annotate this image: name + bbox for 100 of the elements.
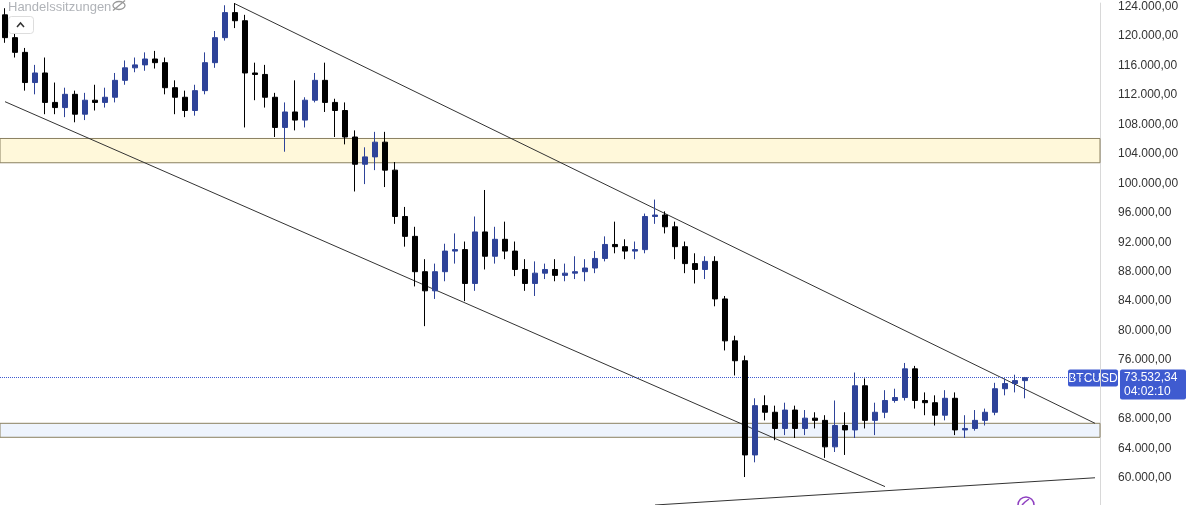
y-tick-label: 92.000,00 (1118, 234, 1172, 249)
candlestick (702, 255, 708, 280)
candlestick (492, 226, 498, 265)
candlestick (692, 252, 698, 284)
candlestick (862, 377, 868, 429)
candlestick (1012, 374, 1018, 393)
candlestick (42, 57, 48, 115)
candlestick (132, 57, 138, 73)
candlestick (272, 92, 278, 138)
y-tick-label: 108.000,00 (1118, 116, 1179, 131)
candlestick (32, 64, 38, 95)
candlestick (632, 241, 638, 260)
candlestick (162, 57, 168, 95)
candlestick (602, 235, 608, 262)
candlestick (352, 129, 358, 192)
candlestick (202, 51, 208, 95)
candlestick (222, 4, 228, 42)
candlestick (832, 399, 838, 453)
candlestick (562, 263, 568, 282)
candlestick (142, 51, 148, 72)
y-tick-label: 100.000,00 (1118, 175, 1179, 190)
candlestick (932, 394, 938, 427)
y-tick-label: 84.000,00 (1118, 293, 1172, 308)
candlestick (52, 82, 58, 115)
candlestick (782, 402, 788, 436)
candlestick (952, 391, 958, 436)
candlestick (742, 355, 748, 478)
candlestick (102, 87, 108, 109)
candlestick (362, 146, 368, 185)
candlestick (172, 79, 178, 115)
candlestick (1022, 376, 1028, 399)
candlestick (752, 397, 758, 463)
candlestick (962, 414, 968, 439)
candlestick (392, 161, 398, 225)
y-tick-label: 64.000,00 (1118, 440, 1172, 455)
candlestick (872, 402, 878, 436)
candlestick (802, 409, 808, 436)
y-tick-label: 116.000,00 (1118, 57, 1178, 72)
candlestick (972, 409, 978, 432)
candlestick (262, 64, 268, 109)
candlestick (552, 258, 558, 282)
candlestick (282, 101, 288, 153)
candlestick (342, 101, 348, 145)
candlestick (822, 414, 828, 459)
candlestick (792, 405, 798, 439)
y-tick-label: 124.000,00 (1118, 0, 1179, 13)
candlestick (852, 372, 858, 439)
candlestick (372, 131, 378, 171)
y-tick-label: 104.000,00 (1118, 146, 1179, 161)
y-tick-label: 88.000,00 (1118, 263, 1172, 278)
candlestick (942, 389, 948, 421)
text: 04:02:10 (1124, 384, 1172, 399)
candlestick (312, 72, 318, 103)
candlestick (672, 221, 678, 260)
annotation: Handelssitzungen (8, 0, 112, 14)
candlestick (522, 258, 528, 292)
candlestick (612, 221, 618, 254)
candlestick (982, 408, 988, 427)
candlestick (582, 258, 588, 282)
y-tick-label: 112.000,00 (1118, 87, 1178, 102)
candlestick (722, 295, 728, 351)
y-tick-label: 76.000,00 (1118, 352, 1172, 367)
candlestick (402, 206, 408, 248)
candlestick (772, 405, 778, 441)
candlestick (512, 241, 518, 277)
candlestick (422, 258, 428, 327)
candlestick (452, 232, 458, 265)
y-tick-label: 68.000,00 (1118, 411, 1172, 426)
candlestick (232, 2, 238, 29)
y-tick-label: 96.000,00 (1118, 205, 1172, 220)
candlestick (482, 189, 488, 270)
candlestick (442, 243, 448, 282)
candlestick (92, 84, 98, 112)
candlestick (252, 62, 258, 101)
candlestick (892, 388, 898, 404)
candlestick (182, 90, 188, 118)
candlestick (572, 255, 578, 280)
ref-line-label: 73.532,34 (1124, 370, 1178, 385)
candlestick (542, 263, 548, 280)
candlestick (82, 92, 88, 121)
candlestick (912, 365, 918, 410)
candlestick (62, 87, 68, 118)
candlestick (72, 90, 78, 123)
candlestick (1002, 377, 1008, 396)
candlestick (622, 238, 628, 260)
candlestick (662, 210, 668, 234)
candlestick (842, 411, 848, 456)
candlestick (122, 59, 128, 86)
candlestick (302, 96, 308, 128)
candlestick (322, 62, 328, 113)
candlestick (592, 250, 598, 274)
candlestick (682, 241, 688, 274)
candlestick (812, 411, 818, 429)
candlestick (22, 47, 28, 92)
y-tick-label: 80.000,00 (1118, 322, 1172, 337)
y-tick-label: 120.000,00 (1118, 28, 1179, 43)
candlestick (12, 32, 18, 59)
candlestick (432, 263, 438, 300)
candlestick (242, 14, 248, 128)
candlestick (532, 260, 538, 297)
